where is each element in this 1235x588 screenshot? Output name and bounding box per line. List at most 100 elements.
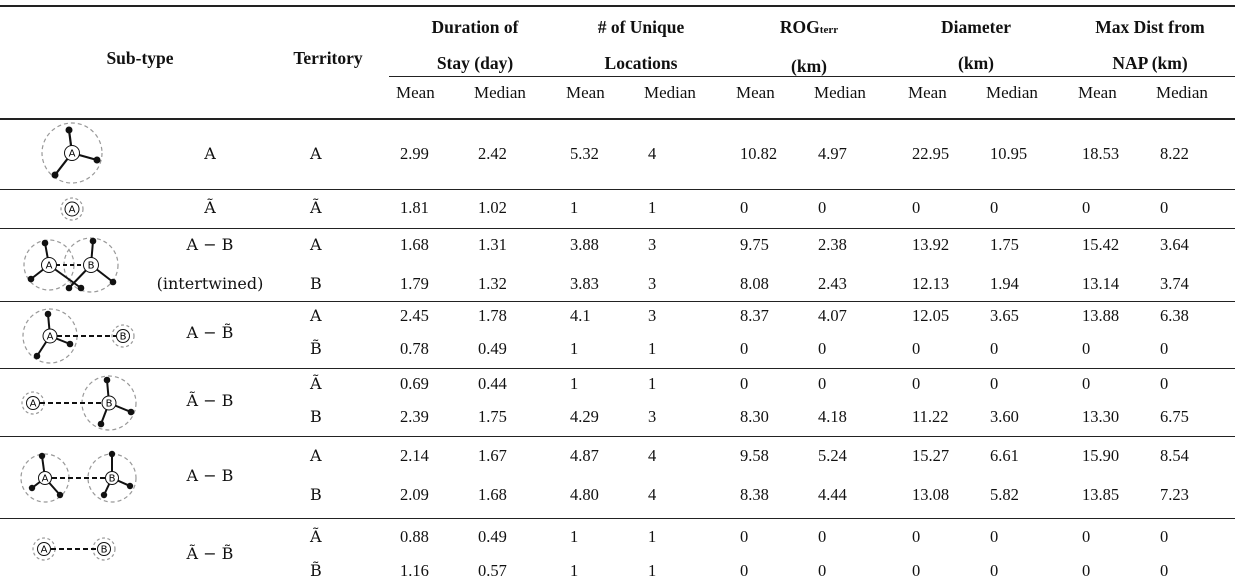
- value-cell: 1.31: [478, 235, 507, 254]
- value-cell: 2.38: [818, 235, 847, 254]
- value-cell: 3: [648, 274, 657, 293]
- two-territories-icon: A B: [20, 450, 137, 503]
- value-cell: 1.02: [478, 198, 507, 217]
- value-cell: 0: [990, 339, 999, 358]
- value-cell: 0: [1082, 561, 1091, 580]
- value-cell: 0: [1082, 339, 1091, 358]
- value-cell: 1.75: [990, 235, 1019, 254]
- value-cell: 3.60: [990, 407, 1019, 426]
- single-point-icon: A: [60, 197, 84, 221]
- territory-cell: B: [310, 274, 322, 293]
- value-cell: 8.22: [1160, 144, 1189, 163]
- territory-cell: A: [310, 144, 322, 163]
- maxdist-header: Max Dist from NAP (km): [1068, 9, 1232, 81]
- value-cell: 0.69: [400, 374, 429, 393]
- icon-label-b: B: [106, 399, 113, 410]
- value-cell: 0.44: [478, 374, 507, 393]
- value-cell: 0: [818, 561, 827, 580]
- value-cell: 3.74: [1160, 274, 1189, 293]
- value-cell: 0: [1160, 339, 1169, 358]
- intertwined-territories-icon: A B: [23, 237, 119, 293]
- value-cell: 0: [912, 198, 921, 217]
- value-cell: 10.95: [990, 144, 1028, 163]
- value-cell: 2.09: [400, 485, 429, 504]
- rog-header-text: ROG: [779, 17, 820, 37]
- group-rule-6: [0, 518, 1235, 519]
- value-cell: 6.61: [990, 446, 1019, 465]
- diameter-header-line2: (km): [958, 53, 994, 73]
- median-subheader: Median: [814, 83, 866, 102]
- value-cell: 0: [990, 527, 999, 546]
- value-cell: 0: [818, 527, 827, 546]
- value-cell: 1: [648, 339, 657, 358]
- subtype-label: A − B: [186, 235, 234, 254]
- value-cell: 0: [990, 374, 999, 393]
- value-cell: 1: [648, 374, 657, 393]
- value-cell: 4.80: [570, 485, 599, 504]
- value-cell: 6.75: [1160, 407, 1189, 426]
- value-cell: 1: [570, 198, 579, 217]
- subheader-rule: [389, 76, 1235, 77]
- value-cell: 2.45: [400, 306, 429, 325]
- value-cell: 3.88: [570, 235, 599, 254]
- value-cell: 0: [818, 339, 827, 358]
- value-cell: 15.42: [1082, 235, 1120, 254]
- value-cell: 8.38: [740, 485, 769, 504]
- single-territory-star-icon: A: [41, 122, 103, 184]
- value-cell: 13.88: [1082, 306, 1120, 325]
- value-cell: 0: [1082, 527, 1091, 546]
- group-rule-1: [0, 189, 1235, 190]
- value-cell: 0.78: [400, 339, 429, 358]
- locations-header-line2: Locations: [604, 53, 678, 73]
- value-cell: 18.53: [1082, 144, 1120, 163]
- icon-label-b: B: [109, 474, 116, 485]
- value-cell: 2.42: [478, 144, 507, 163]
- value-cell: 3.83: [570, 274, 599, 293]
- territory-cell: Ã: [310, 198, 322, 217]
- territory-cell: B̃: [310, 561, 322, 580]
- value-cell: 0: [1160, 527, 1169, 546]
- rog-header: ROGterr (km): [729, 9, 889, 84]
- value-cell: 0: [990, 561, 999, 580]
- value-cell: 1: [570, 374, 579, 393]
- value-cell: 4.07: [818, 306, 847, 325]
- territory-cell: Ã: [310, 374, 322, 393]
- territory-with-point-icon: A B: [22, 308, 135, 364]
- value-cell: 0: [740, 527, 749, 546]
- group-rule-4: [0, 368, 1235, 369]
- icon-label-a: A: [69, 205, 76, 216]
- value-cell: 4: [648, 446, 657, 465]
- value-cell: 0: [740, 561, 749, 580]
- value-cell: 9.75: [740, 235, 769, 254]
- value-cell: 0: [912, 374, 921, 393]
- value-cell: 5.24: [818, 446, 847, 465]
- value-cell: 0: [990, 198, 999, 217]
- value-cell: 12.13: [912, 274, 950, 293]
- value-cell: 10.82: [740, 144, 778, 163]
- duration-header: Duration of Stay (day): [395, 9, 555, 81]
- subtype-label: A: [204, 144, 216, 163]
- mean-subheader: Mean: [1078, 83, 1117, 102]
- value-cell: 0: [1082, 374, 1091, 393]
- mean-subheader: Mean: [736, 83, 775, 102]
- territory-cell: A: [310, 306, 322, 325]
- mean-subheader: Mean: [566, 83, 605, 102]
- value-cell: 5.32: [570, 144, 599, 163]
- value-cell: 22.95: [912, 144, 950, 163]
- value-cell: 4.97: [818, 144, 847, 163]
- value-cell: 0: [1160, 374, 1169, 393]
- value-cell: 4.87: [570, 446, 599, 465]
- value-cell: 3: [648, 306, 657, 325]
- value-cell: 0: [1160, 198, 1169, 217]
- value-cell: 0: [1160, 561, 1169, 580]
- icon-label-a: A: [30, 399, 37, 410]
- header-bottom-rule: [0, 118, 1235, 120]
- value-cell: 12.05: [912, 306, 950, 325]
- value-cell: 1.94: [990, 274, 1019, 293]
- territory-cell: Ã: [310, 527, 322, 546]
- value-cell: 6.38: [1160, 306, 1189, 325]
- rog-header-line1: ROGterr: [729, 9, 889, 48]
- locations-header-line1: # of Unique: [597, 17, 685, 37]
- value-cell: 1: [648, 561, 657, 580]
- median-subheader: Median: [474, 83, 526, 102]
